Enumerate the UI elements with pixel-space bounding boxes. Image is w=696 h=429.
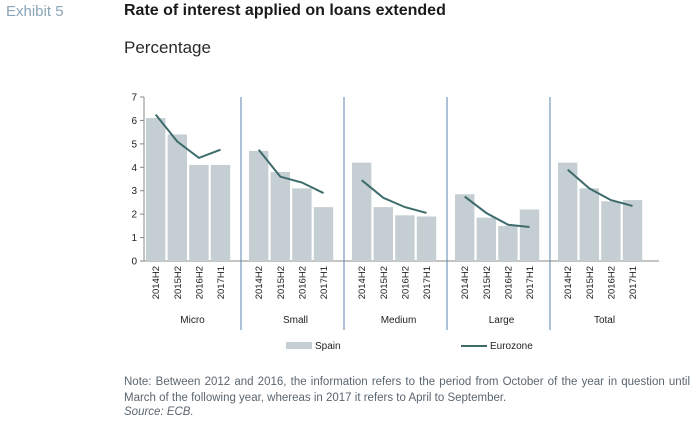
x-tick-label: 2014H2	[563, 266, 574, 299]
x-tick-label: 2017H1	[628, 266, 639, 299]
x-tick-label: 2015H2	[276, 266, 287, 299]
bar-spain	[558, 162, 578, 261]
x-tick-label: 2014H2	[460, 266, 471, 299]
bar-spain	[352, 162, 372, 261]
y-tick-label: 0	[131, 257, 137, 268]
x-tick-label: 2015H2	[585, 266, 596, 299]
bar-spain	[146, 118, 166, 261]
x-tick-label: 2015H2	[482, 266, 493, 299]
y-tick-label: 4	[131, 163, 137, 174]
y-tick-label: 2	[131, 210, 137, 221]
x-tick-label: 2017H1	[216, 266, 227, 299]
bar-line-chart: 0 1 2 3 4 5 6 7 2014H2 2015H2 2016H2 2017H1 Micro 201…	[131, 93, 659, 352]
bar-spain	[476, 217, 496, 261]
y-tick-label: 6	[131, 116, 137, 127]
bar-spain	[210, 164, 231, 261]
x-tick-label: 2014H2	[357, 266, 368, 299]
bar-spain	[519, 209, 540, 261]
chart-title: Rate of interest applied on loans extend…	[124, 2, 446, 19]
line-eurozone	[154, 113, 221, 160]
source-note: Source: ECB.	[124, 406, 194, 418]
bar-spain	[189, 164, 209, 261]
x-tick-label: 2017H1	[319, 266, 330, 299]
group-label: Small	[283, 315, 308, 326]
group-label: Total	[594, 315, 615, 326]
x-tick-label: 2016H2	[194, 266, 205, 299]
bar-spain	[579, 188, 599, 261]
group-label: Large	[489, 315, 515, 326]
footnote: Note: Between 2012 and 2016, the informa…	[124, 376, 690, 404]
line-eurozone	[257, 149, 324, 194]
x-tick-label: 2017H1	[525, 266, 536, 299]
bar-spain	[167, 134, 187, 261]
exhibit-label: Exhibit 5	[6, 3, 64, 20]
x-tick-label: 2014H2	[254, 266, 265, 299]
chart-subtitle: Percentage	[124, 38, 211, 57]
legend-label-spain: Spain	[315, 341, 341, 352]
bar-spain	[455, 194, 475, 261]
bar-spain	[373, 207, 393, 261]
group-label: Micro	[180, 315, 205, 326]
y-tick-label: 7	[131, 93, 137, 104]
y-tick-label: 1	[131, 233, 137, 244]
bar-spain	[416, 216, 437, 261]
bar-spain	[622, 200, 643, 261]
x-tick-label: 2015H2	[379, 266, 390, 299]
bar-spain	[249, 150, 269, 261]
y-tick-label: 5	[131, 139, 137, 150]
bar-spain	[292, 188, 312, 261]
bar-spain	[601, 201, 621, 261]
x-tick-label: 2016H2	[400, 266, 411, 299]
legend-swatch-spain	[286, 342, 312, 349]
legend-label-eurozone: Eurozone	[490, 341, 533, 352]
group-label: Medium	[381, 315, 417, 326]
line-eurozone	[464, 195, 530, 229]
x-tick-label: 2015H2	[173, 266, 184, 299]
x-tick-label: 2014H2	[151, 266, 162, 299]
y-tick-label: 3	[131, 186, 137, 197]
x-tick-label: 2016H2	[503, 266, 514, 299]
bar-spain	[395, 215, 415, 261]
bar-spain	[498, 225, 518, 261]
bar-spain	[270, 171, 290, 261]
x-tick-label: 2017H1	[422, 266, 433, 299]
x-tick-label: 2016H2	[297, 266, 308, 299]
line-eurozone	[361, 179, 427, 214]
x-tick-label: 2016H2	[606, 266, 617, 299]
line-eurozone	[567, 168, 633, 207]
bar-spain	[313, 207, 334, 261]
